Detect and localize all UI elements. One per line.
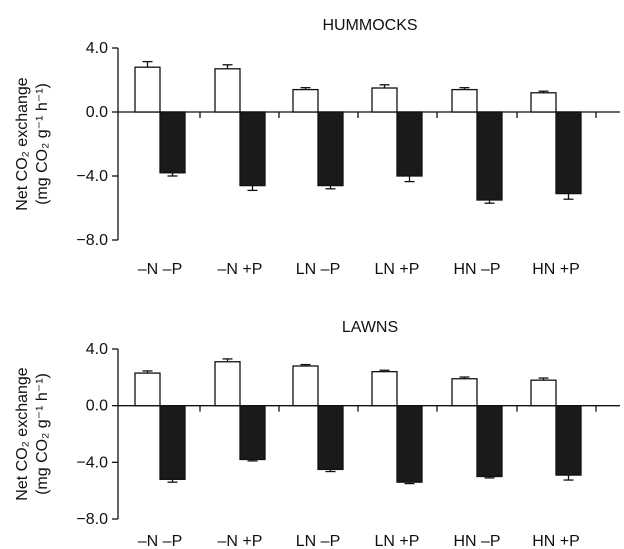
- y-axis-label-units: (mg CO₂ g⁻¹ h⁻¹): [34, 373, 51, 495]
- bar-black-5: [477, 112, 502, 200]
- bar-white-6: [531, 93, 556, 112]
- bar-black-1: [160, 406, 185, 480]
- bar-black-4: [397, 112, 422, 176]
- x-category-label: LN –P: [296, 261, 340, 278]
- bar-white-6: [531, 380, 556, 406]
- bar-white-5: [452, 90, 477, 112]
- y-tick-label: 0.0: [86, 398, 108, 415]
- y-tick-label: 4.0: [86, 341, 108, 358]
- x-category-label: –N +P: [218, 261, 263, 278]
- y-tick-label: −4.0: [76, 168, 108, 185]
- bar-white-1: [135, 373, 160, 406]
- chart-panel-1: HUMMOCKS 4.0 0.0 −4.0 −8.0 –N –P –N +P LN –P LN …: [14, 17, 620, 278]
- bar-black-4: [397, 406, 422, 483]
- y-axis-label: Net CO₂ exchange: [14, 367, 31, 500]
- bar-white-5: [452, 379, 477, 406]
- bar-black-5: [477, 406, 502, 477]
- chart-panel-2: LAWNS 4.0 0.0 −4.0 −8.0 –N –P –N +P LN –P LN +P H…: [14, 319, 620, 549]
- y-axis-label: Net CO₂ exchange: [14, 77, 31, 210]
- x-category-label: –N –P: [138, 261, 182, 278]
- bar-white-4: [372, 372, 397, 406]
- y-tick-label: 0.0: [86, 104, 108, 121]
- bar-white-2: [215, 362, 240, 406]
- bar-white-2: [215, 69, 240, 112]
- bar-black-3: [318, 112, 343, 186]
- y-axis-label-units: (mg CO₂ g⁻¹ h⁻¹): [34, 83, 51, 205]
- bar-black-2: [240, 112, 265, 186]
- x-category-label: HN –P: [453, 261, 500, 278]
- bar-black-6: [556, 406, 581, 475]
- bar-white-4: [372, 88, 397, 112]
- y-tick-label: 4.0: [86, 40, 108, 57]
- bar-white-3: [293, 366, 318, 406]
- x-category-label: HN +P: [532, 533, 580, 549]
- bar-black-6: [556, 112, 581, 194]
- x-category-label: –N +P: [218, 533, 263, 549]
- y-tick-label: −4.0: [76, 454, 108, 471]
- bar-black-3: [318, 406, 343, 470]
- bar-white-3: [293, 90, 318, 112]
- bar-black-1: [160, 112, 185, 173]
- x-category-label: LN –P: [296, 533, 340, 549]
- x-category-label: HN –P: [453, 533, 500, 549]
- x-category-label: LN +P: [375, 261, 420, 278]
- y-tick-label: −8.0: [76, 511, 108, 528]
- x-category-label: LN +P: [375, 533, 420, 549]
- x-category-label: –N –P: [138, 533, 182, 549]
- x-category-label: HN +P: [532, 261, 580, 278]
- y-tick-label: −8.0: [76, 232, 108, 249]
- bar-white-1: [135, 67, 160, 112]
- chart-title: HUMMOCKS: [322, 17, 417, 34]
- chart-title: LAWNS: [342, 319, 398, 336]
- bar-black-2: [240, 406, 265, 460]
